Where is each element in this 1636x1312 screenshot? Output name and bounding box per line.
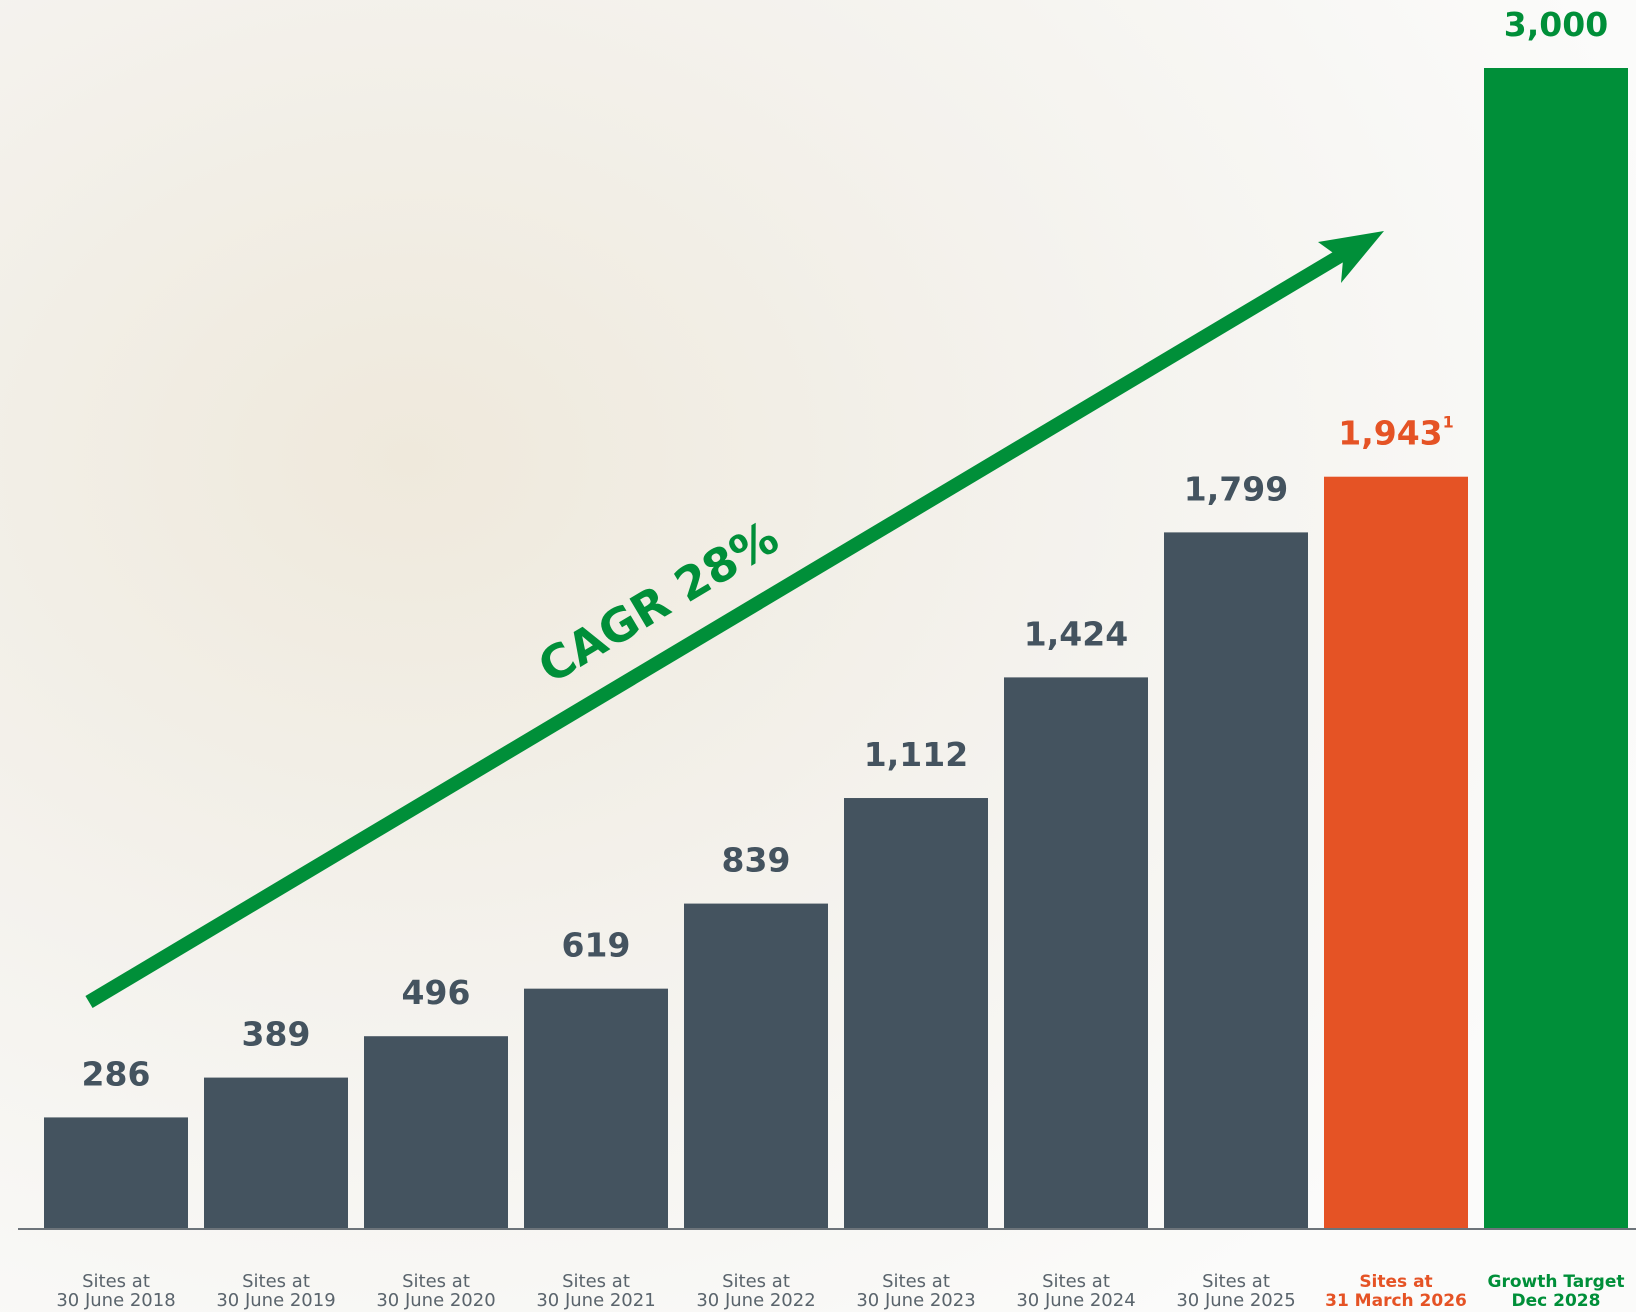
category-label: Sites at xyxy=(882,1271,950,1292)
category-label: Dec 2028 xyxy=(1512,1291,1601,1311)
footnote-marker: 1 xyxy=(1443,412,1454,431)
category-label: Sites at xyxy=(1202,1271,1270,1292)
bar xyxy=(844,798,988,1228)
bar xyxy=(1164,532,1308,1228)
category-label: 31 March 2026 xyxy=(1325,1291,1467,1311)
value-label: 1,799 xyxy=(1184,469,1288,508)
value-label-text: 1,799 xyxy=(1184,469,1288,508)
value-label-text: 839 xyxy=(722,840,791,879)
page: 286Sites at30 June 2018389Sites at30 Jun… xyxy=(0,0,1636,1312)
bar xyxy=(1324,477,1468,1228)
value-label: 1,9431 xyxy=(1338,412,1454,452)
category-label: 30 June 2023 xyxy=(856,1290,975,1311)
category-label: 30 June 2018 xyxy=(56,1290,175,1311)
value-label: 619 xyxy=(562,925,631,964)
bar xyxy=(524,989,668,1228)
category-label: 30 June 2022 xyxy=(696,1290,815,1311)
category-label: 30 June 2020 xyxy=(376,1290,495,1311)
value-label-text: 1,112 xyxy=(864,735,968,774)
value-label-text: 1,943 xyxy=(1338,413,1442,452)
value-label: 286 xyxy=(82,1054,151,1093)
bar xyxy=(44,1117,188,1228)
value-label: 3,000 xyxy=(1504,5,1608,44)
category-label: Sites at xyxy=(722,1271,790,1292)
value-label-text: 619 xyxy=(562,925,631,964)
category-label: Growth Target xyxy=(1488,1272,1625,1292)
category-label: Sites at xyxy=(562,1271,630,1292)
value-label-text: 389 xyxy=(242,1014,311,1053)
category-label: Sites at xyxy=(1359,1272,1432,1292)
bar xyxy=(1484,68,1628,1228)
value-label-text: 286 xyxy=(82,1054,151,1093)
value-label: 389 xyxy=(242,1014,311,1053)
bar xyxy=(364,1036,508,1228)
category-label: Sites at xyxy=(402,1271,470,1292)
chart: 286Sites at30 June 2018389Sites at30 Jun… xyxy=(0,0,1636,1312)
bar xyxy=(684,904,828,1228)
category-label: Sites at xyxy=(1042,1271,1110,1292)
bar xyxy=(1004,677,1148,1228)
category-label: 30 June 2019 xyxy=(216,1290,335,1311)
value-label: 1,112 xyxy=(864,735,968,774)
value-label: 1,424 xyxy=(1024,614,1128,653)
category-label: 30 June 2024 xyxy=(1016,1290,1135,1311)
category-label: 30 June 2021 xyxy=(536,1290,655,1311)
value-label-text: 1,424 xyxy=(1024,614,1128,653)
category-label: Sites at xyxy=(82,1271,150,1292)
category-label: Sites at xyxy=(242,1271,310,1292)
value-label-text: 3,000 xyxy=(1504,5,1608,44)
bar xyxy=(204,1078,348,1228)
value-label-text: 496 xyxy=(402,973,471,1012)
category-label: 30 June 2025 xyxy=(1176,1290,1295,1311)
value-label: 839 xyxy=(722,840,791,879)
value-label: 496 xyxy=(402,973,471,1012)
